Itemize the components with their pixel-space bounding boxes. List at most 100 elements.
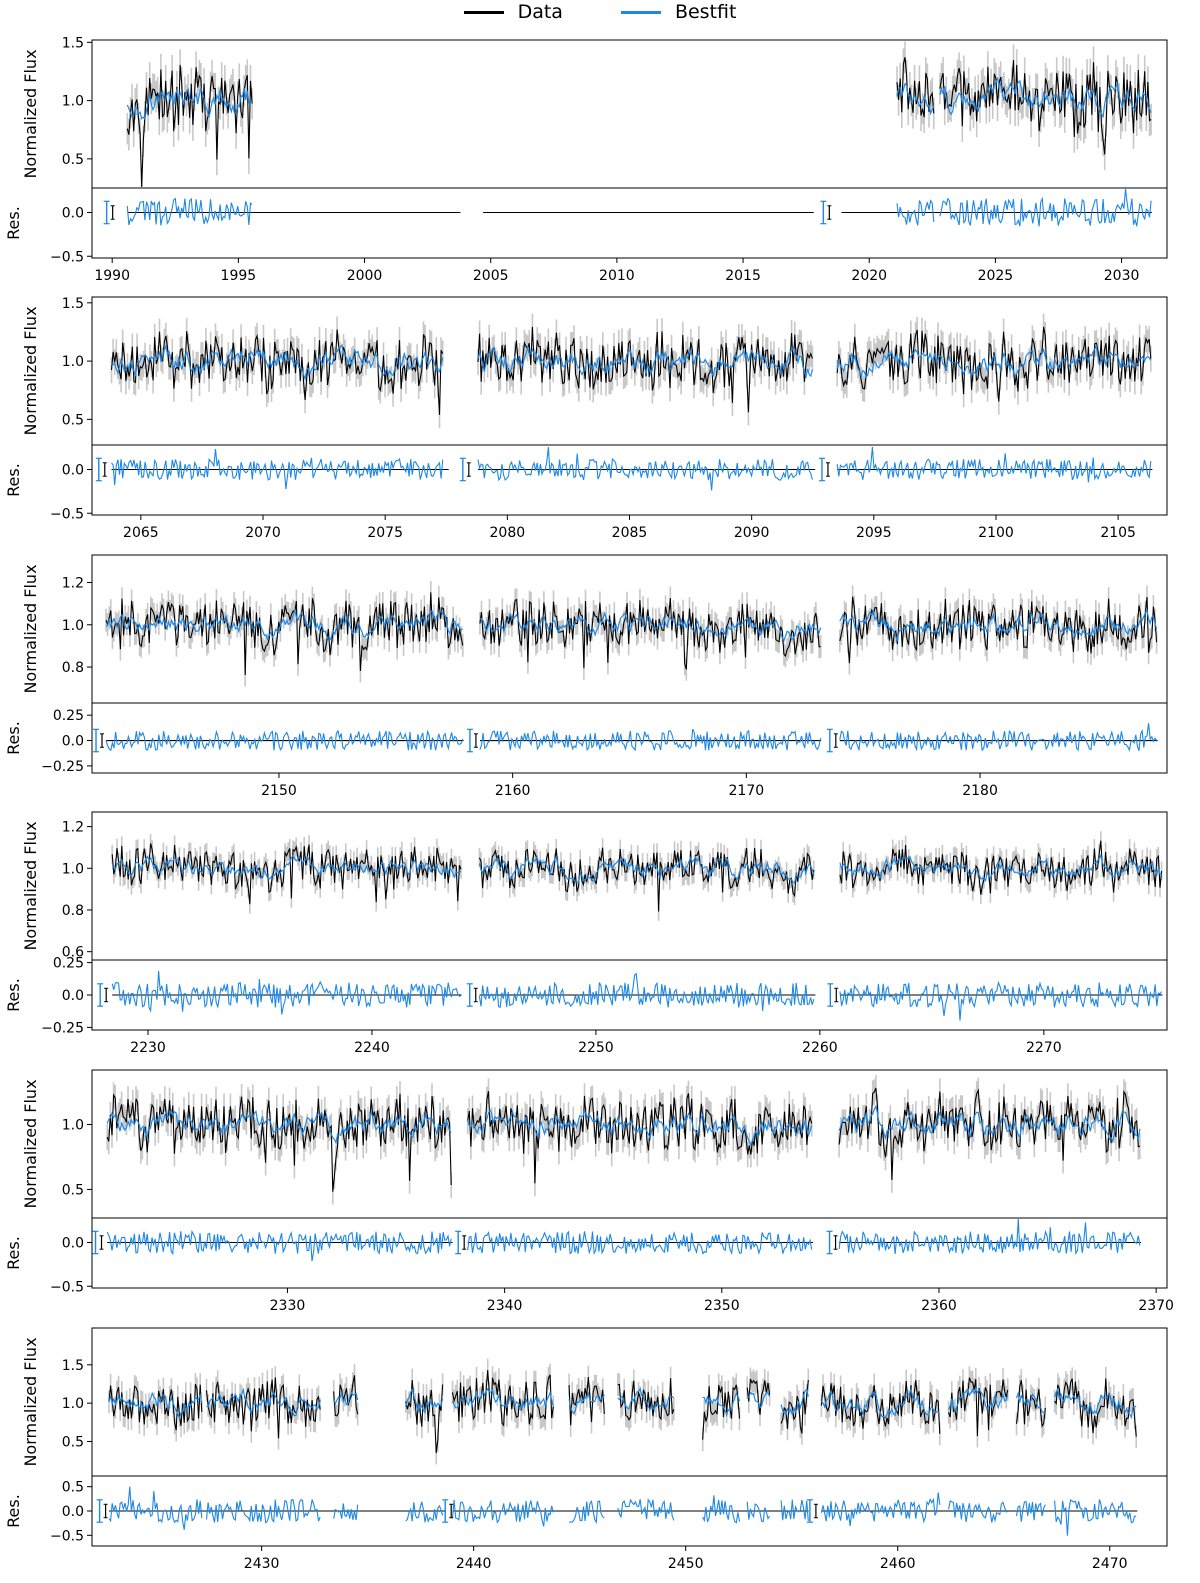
flux-bestfit-line: [111, 853, 1162, 885]
xtick-label: 2075: [367, 525, 403, 541]
flux-ylabel: Normalized Flux: [21, 1079, 40, 1208]
legend-label-data: Data: [517, 1, 563, 23]
xtick-label: 2270: [1026, 1040, 1062, 1056]
xtick-label: 2160: [495, 783, 531, 799]
residual-axes-frame: [91, 187, 1168, 259]
xtick-label: 2080: [490, 525, 526, 541]
flux-ytick-label: 1.0: [62, 1118, 84, 1134]
xtick-label: 2370: [1138, 1298, 1174, 1314]
flux-bestfit-line: [111, 343, 1152, 382]
residual-errorbar-marker-3: [826, 1230, 838, 1255]
residual-axes-frame: [91, 702, 1168, 774]
residual-errorbar-marker-1: [95, 457, 107, 482]
residual-errorbar-marker-2: [466, 728, 478, 753]
xtick-label: 2260: [802, 1040, 838, 1056]
residual-errorbar-marker-1: [103, 200, 115, 225]
xtick-label: 2015: [725, 268, 761, 284]
xtick-label: 2005: [473, 268, 509, 284]
residual-errorbar-marker-1: [97, 983, 109, 1007]
flux-ylabel: Normalized Flux: [21, 821, 40, 950]
flux-data-line: [110, 326, 1152, 415]
residual-ytick-label: −0.25: [41, 1020, 84, 1036]
xtick-label: 2170: [729, 783, 765, 799]
flux-ytick-label: 1.0: [62, 1396, 84, 1412]
xtick-label: 2460: [880, 1556, 916, 1572]
legend: Data Bestfit: [0, 0, 1200, 24]
residual-errorbar-marker-2: [459, 457, 471, 482]
flux-ytick-label: 1.0: [62, 618, 84, 634]
flux-ytick-label: 1.5: [62, 296, 84, 312]
flux-errorbars: [106, 1075, 1141, 1205]
xtick-label: 2095: [856, 525, 892, 541]
residual-errorbar-marker-2: [820, 200, 832, 225]
flux-errorbars: [110, 313, 1152, 428]
residual-errorbar-marker-3: [827, 983, 839, 1007]
xtick-label: 2330: [270, 1298, 306, 1314]
flux-ytick-label: 0.5: [62, 1434, 84, 1450]
residual-ytick-label: 0.0: [62, 988, 84, 1004]
flux-bestfit-line: [108, 1387, 1137, 1421]
residual-errorbar-marker-1: [96, 1499, 108, 1523]
residual-line: [111, 446, 1152, 491]
legend-label-bestfit: Bestfit: [674, 1, 737, 23]
flux-ytick-label: 0.8: [62, 660, 84, 676]
residual-ylabel: Res.: [4, 1494, 23, 1528]
panel-2: 0.5 1.0 1.5 −0.5 0.0 Normalized Flux Res. 2065 2…: [4, 296, 1168, 541]
xtick-label: 2230: [130, 1040, 166, 1056]
residual-errorbar-marker-3: [818, 457, 830, 482]
xtick-label: 2240: [354, 1040, 390, 1056]
flux-ytick-label: 1.0: [62, 861, 84, 877]
residual-ytick-label: −0.5: [50, 506, 84, 522]
flux-ytick-label: 1.0: [62, 94, 84, 110]
xtick-label: 2340: [487, 1298, 523, 1314]
flux-ytick-label: 1.2: [62, 820, 84, 836]
flux-data-line: [126, 57, 1152, 188]
flux-data-line: [108, 1370, 1137, 1454]
xtick-label: 2440: [456, 1556, 492, 1572]
residual-ylabel: Res.: [4, 463, 23, 497]
residual-errorbar-marker-3: [806, 1499, 818, 1523]
flux-ytick-label: 1.5: [62, 35, 84, 51]
xtick-label: 2430: [244, 1556, 280, 1572]
residual-line: [105, 723, 1158, 752]
residual-line: [108, 1486, 1137, 1536]
panel-5: 0.5 1.0 −0.5 0.0 Normalized Flux Res. 2330 2340…: [4, 1069, 1174, 1314]
xtick-label: 2025: [978, 268, 1014, 284]
residual-errorbar-marker-2: [442, 1499, 454, 1523]
flux-bestfit-line: [106, 1104, 1141, 1147]
flux-ytick-label: 1.2: [62, 575, 84, 591]
residual-ytick-label: −0.25: [41, 759, 84, 775]
residual-ytick-label: 0.25: [53, 708, 84, 724]
panel-6: 0.5 1.0 1.5 −0.5 0.0 0.5 Normalized Flux Res. 24…: [4, 1327, 1168, 1572]
flux-ytick-label: 0.8: [62, 903, 84, 919]
residual-ytick-label: 0.5: [62, 1480, 84, 1496]
residual-ylabel: Res.: [4, 978, 23, 1012]
xtick-label: 2105: [1100, 525, 1136, 541]
xtick-label: 2250: [578, 1040, 614, 1056]
flux-ylabel: Normalized Flux: [21, 49, 40, 178]
residual-ytick-label: 0.0: [62, 1504, 84, 1520]
residual-errorbar-marker-2: [466, 983, 478, 1007]
residual-ytick-label: 0.0: [62, 206, 84, 222]
legend-swatch-data: [463, 10, 504, 14]
residual-ylabel: Res.: [4, 206, 23, 240]
flux-ylabel: Normalized Flux: [21, 564, 40, 693]
residual-errorbar-marker-3: [826, 728, 838, 753]
flux-ylabel: Normalized Flux: [21, 306, 40, 435]
residual-ytick-label: −0.5: [50, 1528, 84, 1544]
xtick-label: 2180: [962, 783, 998, 799]
residual-errorbar-marker-1: [93, 728, 105, 753]
residual-ylabel: Res.: [4, 721, 23, 755]
residual-errorbar-marker-1: [92, 1230, 104, 1255]
residual-ylabel: Res.: [4, 1236, 23, 1270]
panel-3: 0.8 1.0 1.2 −0.25 0.0 0.25 Normalized Flux Res.…: [4, 554, 1168, 799]
xtick-label: 1990: [94, 268, 130, 284]
xtick-label: 2150: [261, 783, 297, 799]
residual-ytick-label: 0.0: [62, 1236, 84, 1252]
xtick-label: 2450: [668, 1556, 704, 1572]
flux-ylabel: Normalized Flux: [21, 1337, 40, 1466]
xtick-label: 2065: [123, 525, 159, 541]
residual-ytick-label: 0.0: [62, 734, 84, 750]
residual-ytick-label: −0.5: [50, 249, 84, 265]
